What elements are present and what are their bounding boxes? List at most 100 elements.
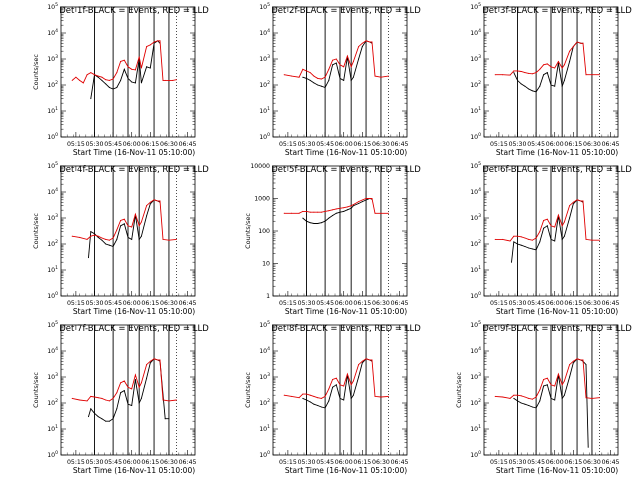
det8-series-events [302, 358, 373, 409]
det2-events-point [343, 79, 345, 81]
det7-lld-point [138, 386, 140, 388]
det5-events-point [365, 199, 367, 201]
det3-lld-point [517, 70, 518, 72]
det9-lld-point [563, 380, 565, 382]
det5-lld-point [309, 211, 311, 213]
det6-events-point [550, 238, 552, 240]
det3-lld-point [563, 64, 565, 66]
det1-events-point [140, 82, 142, 84]
det7-series-lld [71, 358, 177, 402]
det7-ylabel: Counts/sec [32, 372, 40, 408]
det5-lld-point [380, 212, 382, 214]
det8-xtick-label: 05:30 [298, 459, 316, 466]
det5-lld-point [328, 210, 330, 212]
det3-events-point [524, 85, 526, 87]
det6-lld-point [550, 225, 552, 227]
det9-xtick-label: 05:30 [509, 459, 527, 466]
det6-xtick-label: 06:00 [546, 300, 564, 307]
det2-events-point [324, 87, 326, 88]
det7-events-point [134, 379, 136, 380]
det7-lld-point [94, 396, 95, 398]
det7-lld-line [72, 358, 177, 402]
det4-xtick-label: 05:45 [104, 300, 122, 307]
det1-xtick-label: 05:15 [67, 141, 85, 148]
det1-lld-point [90, 72, 92, 74]
det8-lld-point [380, 396, 382, 398]
det4-lld-point [138, 225, 140, 227]
det9-events-point [554, 399, 556, 401]
det4-lld-point [94, 234, 95, 236]
det5-events-point [358, 203, 360, 204]
det7-ytick-label: 100 [47, 450, 58, 459]
det5-lld-point [302, 210, 304, 212]
det3-lld-point [569, 50, 571, 52]
det7-lld-point [162, 399, 164, 401]
det5-xtick-label: 05:30 [298, 300, 316, 307]
det8-xlabel: Start Time (16-Nov-11 05:10:00) [285, 466, 407, 475]
det4-xtick-label: 06:30 [160, 300, 178, 307]
det5-ytick-label: 10000 [250, 163, 270, 170]
det4-events-point [101, 239, 103, 241]
det9-events-point [563, 394, 565, 396]
det1-events-point [101, 79, 103, 81]
det8-events-line [302, 358, 373, 409]
det9-ytick-label: 101 [470, 424, 481, 433]
det3-series-lld [494, 41, 600, 76]
det7-lld-point [79, 399, 81, 401]
det6-xtick-label: 05:15 [490, 300, 508, 307]
det4-lld-point [159, 200, 161, 202]
det8-lld-point [361, 360, 363, 362]
det9-lld-point [569, 364, 571, 366]
det6-events-point [524, 246, 526, 247]
det2-lld-point [306, 70, 307, 72]
det7-events-point [90, 408, 92, 410]
det9-lld-point [585, 397, 587, 399]
det1-events-point [134, 82, 136, 84]
det8-ytick-label: 105 [259, 320, 270, 329]
det7-lld-point [120, 382, 122, 384]
det3-xtick-label: 05:15 [490, 141, 508, 148]
det8-ytick-label: 100 [259, 450, 270, 459]
det2-xtick-label: 05:15 [279, 141, 297, 148]
det7-events-point [164, 418, 166, 420]
det7-events-point [97, 416, 99, 418]
det4-lld-point [86, 238, 88, 240]
det5-lld-point [339, 207, 341, 209]
det5-events-point [361, 201, 363, 203]
det6-ytick-label: 104 [470, 187, 481, 196]
det4-events-point [120, 225, 122, 227]
det3-events-point [569, 61, 571, 62]
det3-xtick-label: 06:15 [564, 141, 582, 148]
det2-events-point [358, 58, 360, 60]
det4-events-point [138, 238, 140, 240]
det3-title: Det 3f-BLACK = Events, RED = LLD [482, 6, 632, 16]
det7-lld-point [134, 374, 136, 376]
det8-lld-point [387, 395, 389, 397]
det5-xtick-label: 06:30 [372, 300, 390, 307]
det3-lld-point [539, 68, 541, 70]
det6-lld-point [585, 238, 587, 240]
det8-lld-point [374, 395, 376, 397]
det9-lld-point [576, 358, 578, 360]
det7-xtick-label: 06:15 [141, 459, 159, 466]
det2-lld-point [380, 76, 382, 78]
det2-xtick-label: 06:15 [353, 141, 371, 148]
det4-ylabel: Counts/sec [32, 213, 40, 249]
det3-lld-point [585, 74, 587, 76]
det6-lld-point [524, 237, 526, 239]
det7-events-point [88, 416, 89, 418]
det9-lld-point [517, 394, 518, 396]
det2-lld-line [284, 40, 389, 80]
det6-lld-point [598, 239, 600, 241]
det1-lld-point [71, 79, 73, 81]
det5-lld-point [283, 212, 285, 214]
det5-lld-point [346, 206, 348, 208]
det5-lld-point [361, 199, 363, 201]
det8-xtick-label: 05:45 [316, 459, 334, 466]
det8-events-point [302, 397, 304, 399]
det2-events-point [317, 84, 319, 86]
det7-lld-point [159, 359, 161, 361]
